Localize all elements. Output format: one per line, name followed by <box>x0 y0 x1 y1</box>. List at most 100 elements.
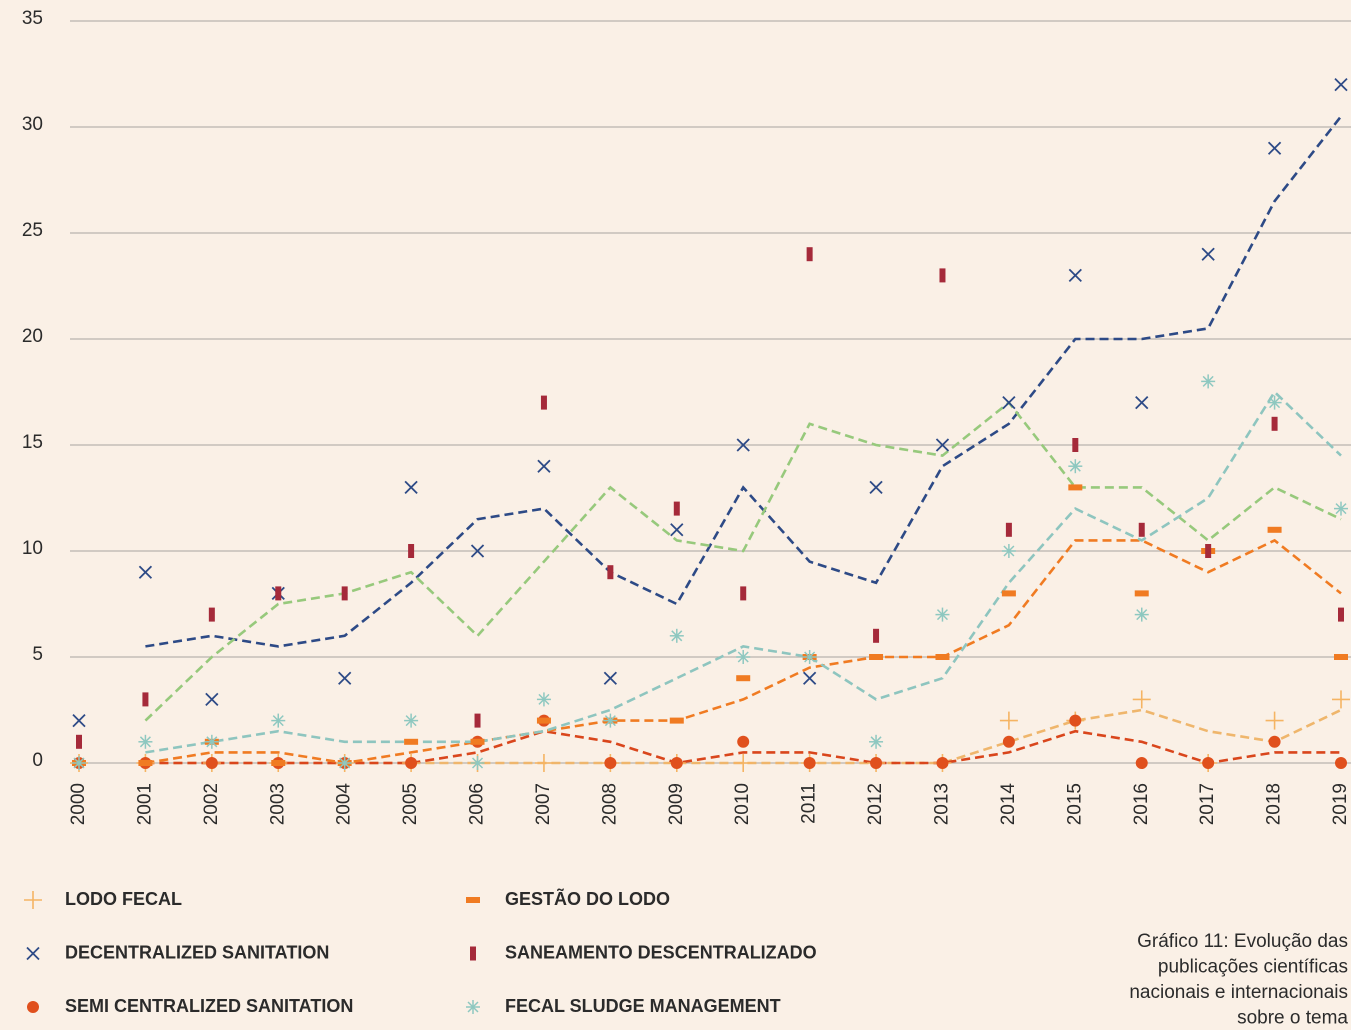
point <box>337 756 352 770</box>
marker-part <box>27 1001 39 1013</box>
y-tick-label: 15 <box>22 432 43 453</box>
point <box>935 654 950 660</box>
x-tick-label: 2008 <box>599 783 620 825</box>
marker-part <box>1072 438 1079 452</box>
marker-part <box>936 757 949 769</box>
point <box>1002 735 1015 748</box>
marker-part <box>869 480 883 495</box>
marker-part <box>142 692 149 707</box>
caption: Gráfico 11: Evolução das <box>1137 931 1348 952</box>
marker-part <box>538 693 550 705</box>
point <box>536 692 551 707</box>
marker-part <box>339 757 351 769</box>
point <box>869 734 884 749</box>
marker-part <box>1005 522 1012 537</box>
point <box>1267 141 1282 155</box>
marker-part <box>603 671 618 685</box>
x-tick-label: 2012 <box>865 783 886 825</box>
point <box>1138 522 1145 537</box>
trendline <box>145 115 1343 648</box>
point <box>935 607 950 622</box>
point <box>1132 690 1151 709</box>
marker-part <box>1002 735 1015 748</box>
marker-part <box>1138 522 1145 537</box>
marker-part <box>138 565 153 579</box>
marker-part <box>73 757 85 769</box>
point <box>204 734 219 749</box>
marker-part <box>1271 416 1278 431</box>
x-tick-label: 2014 <box>998 783 1019 826</box>
legend-marker <box>26 946 40 961</box>
marker-part <box>1003 545 1015 557</box>
marker-part <box>26 946 40 961</box>
point <box>734 754 753 772</box>
point <box>338 671 352 685</box>
point <box>534 754 553 772</box>
x-tick-label: 2005 <box>400 783 421 825</box>
marker-part <box>205 692 219 707</box>
point <box>470 544 485 558</box>
x-tick-label: 2006 <box>467 783 488 825</box>
marker-part <box>1335 503 1347 515</box>
point <box>470 738 485 745</box>
point <box>870 757 883 769</box>
marker-part <box>474 713 481 728</box>
marker-part <box>607 565 614 580</box>
marker-part <box>467 1001 479 1013</box>
marker-part <box>1068 268 1082 283</box>
point <box>603 713 618 728</box>
legend-label: GESTÃO DO LODO <box>505 888 670 909</box>
marker-part <box>1335 757 1347 769</box>
point <box>1334 501 1348 516</box>
x-tick-label: 2016 <box>1131 783 1152 825</box>
marker-part <box>1002 395 1016 410</box>
y-tick-label: 35 <box>22 8 43 29</box>
marker-part <box>139 736 151 748</box>
x-tick-label: 2007 <box>533 783 554 825</box>
point <box>1267 395 1282 410</box>
marker-part <box>536 717 551 724</box>
point <box>802 650 817 664</box>
point <box>1265 711 1284 730</box>
marker-part <box>1069 460 1081 472</box>
x-tick-label: 2010 <box>732 783 753 825</box>
marker-part <box>870 757 883 769</box>
point <box>939 268 946 283</box>
marker-part <box>870 736 882 748</box>
marker-part <box>1068 484 1083 491</box>
point <box>1001 544 1016 558</box>
legend-label: DECENTRALIZED SANITATION <box>65 942 329 962</box>
marker-part <box>736 675 751 682</box>
point <box>1068 459 1083 474</box>
point <box>404 480 418 495</box>
marker-part <box>740 586 747 601</box>
point <box>404 738 419 745</box>
marker-part <box>272 715 284 727</box>
marker-part <box>271 760 286 766</box>
marker-part <box>869 654 884 660</box>
marker-part <box>736 438 750 452</box>
point <box>935 438 950 452</box>
point <box>540 395 547 410</box>
marker-part <box>939 268 946 283</box>
marker-part <box>1334 77 1348 92</box>
marker-part <box>673 501 680 516</box>
legend-marker <box>27 1001 39 1013</box>
x-tick-label: 2002 <box>201 783 222 825</box>
point <box>275 586 282 601</box>
y-tick-label: 5 <box>32 644 43 665</box>
marker-part <box>138 760 153 766</box>
point <box>603 671 618 685</box>
point <box>205 757 218 769</box>
point <box>737 735 750 748</box>
point <box>736 650 751 664</box>
marker-part <box>935 654 950 660</box>
point <box>142 692 149 707</box>
legend-marker <box>466 897 480 903</box>
point <box>669 628 684 643</box>
point <box>1072 438 1079 452</box>
legend-label: FECAL SLUDGE MANAGEMENT <box>505 996 781 1016</box>
caption: nacionais e internacionais <box>1129 982 1348 1003</box>
x-tick-label: 2018 <box>1264 783 1285 825</box>
